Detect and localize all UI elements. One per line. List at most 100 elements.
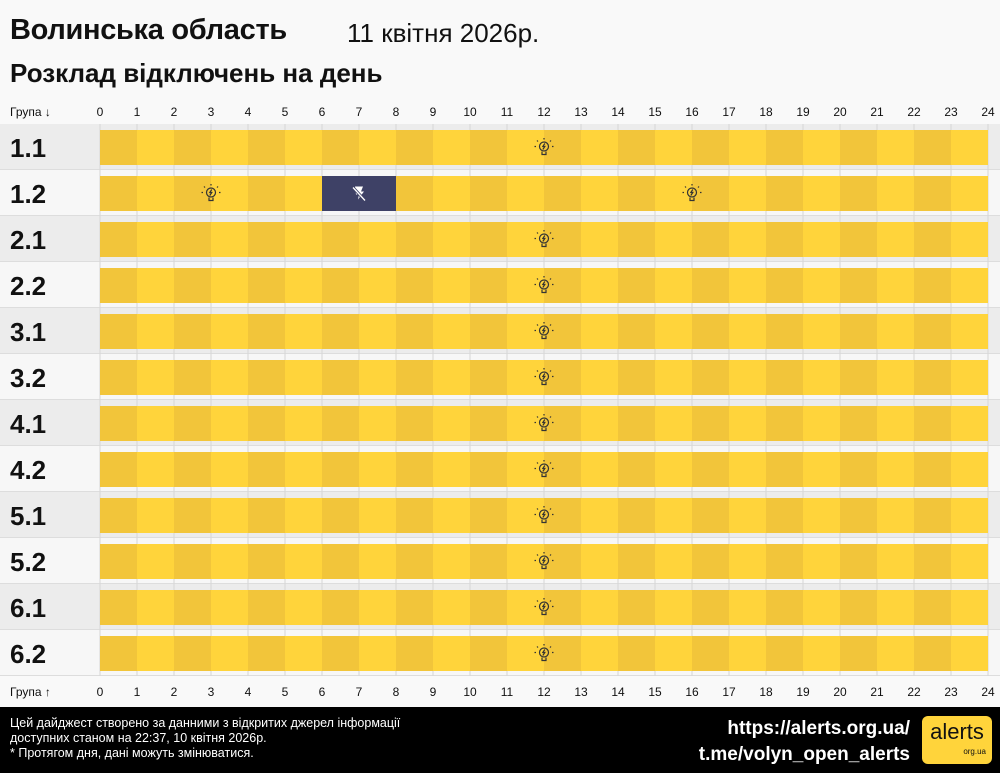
hour-cell: [285, 406, 322, 441]
hour-tick: 15: [648, 685, 662, 699]
hour-cell: [322, 590, 359, 625]
hour-cell: [803, 176, 840, 211]
lightbulb-icon: [534, 368, 554, 386]
hour-cell: [359, 498, 396, 533]
lightbulb-icon: [682, 184, 702, 202]
hour-cell: [877, 544, 914, 579]
hour-cell: [211, 452, 248, 487]
group-label: 5.2: [10, 547, 47, 577]
hour-cell: [914, 590, 951, 625]
hour-tick: 1: [133, 105, 141, 119]
lightbulb-icon: [534, 644, 554, 662]
hour-cell: [507, 314, 544, 349]
hour-cell: [766, 544, 803, 579]
logo-sub: org.ua: [963, 747, 986, 756]
hour-cell: [581, 314, 618, 349]
hour-cell: [581, 176, 618, 211]
hour-cell: [618, 590, 655, 625]
hour-cell: [766, 452, 803, 487]
site-link[interactable]: https://alerts.org.ua/: [727, 718, 910, 739]
hour-cell: [951, 590, 988, 625]
hour-tick: 9: [429, 685, 437, 699]
hour-cell: [100, 314, 137, 349]
hour-cell: [100, 498, 137, 533]
hour-tick: 1: [133, 685, 141, 699]
hour-cell: [137, 636, 174, 671]
lightbulb-icon: [534, 276, 554, 294]
hour-cell: [729, 544, 766, 579]
hour-cell: [803, 498, 840, 533]
hour-tick: 6: [318, 105, 326, 119]
hour-cell: [211, 222, 248, 257]
hour-cell: [618, 268, 655, 303]
group-axis-label: Група ↑: [10, 685, 51, 699]
hour-cell: [211, 130, 248, 165]
hour-cell: [581, 222, 618, 257]
hour-cell: [692, 314, 729, 349]
hour-cell: [396, 544, 433, 579]
hour-cell: [803, 314, 840, 349]
hour-tick: 21: [870, 685, 884, 699]
group-label: 3.2: [10, 363, 47, 393]
hour-cell: [618, 452, 655, 487]
hour-cell: [803, 406, 840, 441]
hour-cell: [581, 498, 618, 533]
hour-cell: [174, 130, 211, 165]
hour-tick: 23: [944, 105, 958, 119]
hour-cell: [285, 544, 322, 579]
hour-cell: [692, 360, 729, 395]
hour-cell: [544, 406, 581, 441]
hour-cell: [766, 130, 803, 165]
telegram-link[interactable]: t.me/volyn_open_alerts: [698, 744, 910, 765]
hour-cell: [877, 176, 914, 211]
hour-cell: [470, 176, 507, 211]
hour-cell: [840, 130, 877, 165]
hour-cell: [655, 544, 692, 579]
hour-cell: [877, 360, 914, 395]
hour-cell: [840, 268, 877, 303]
hour-cell: [544, 314, 581, 349]
hour-cell: [433, 406, 470, 441]
hour-cell: [174, 222, 211, 257]
hour-cell: [766, 268, 803, 303]
hour-cell: [396, 636, 433, 671]
hour-tick: 16: [685, 685, 699, 699]
hour-tick: 11: [500, 105, 514, 119]
hour-tick: 19: [796, 685, 810, 699]
hour-cell: [914, 636, 951, 671]
group-label: 1.2: [10, 179, 47, 209]
hour-tick: 3: [207, 105, 215, 119]
lightbulb-icon: [534, 322, 554, 340]
hour-tick: 8: [392, 685, 400, 699]
hour-cell: [470, 636, 507, 671]
hour-cell: [211, 268, 248, 303]
hour-cell: [507, 498, 544, 533]
hour-cell: [692, 590, 729, 625]
hour-cell: [618, 176, 655, 211]
hour-tick: 2: [170, 105, 178, 119]
hour-tick: 16: [685, 105, 699, 119]
schedule-date: 11 квітня 2026р.: [347, 18, 540, 48]
hour-cell: [470, 314, 507, 349]
hour-cell: [396, 452, 433, 487]
lightbulb-icon: [534, 138, 554, 156]
hour-cell: [840, 636, 877, 671]
hour-cell: [803, 222, 840, 257]
hour-cell: [655, 406, 692, 441]
hour-cell: [655, 636, 692, 671]
page-subtitle: Розклад відключень на день: [10, 58, 383, 88]
hour-cell: [914, 498, 951, 533]
hour-cell: [433, 314, 470, 349]
note-line: * Протягом дня, дані можуть змінюватися.: [10, 746, 254, 760]
lightbulb-icon: [534, 552, 554, 570]
hour-cell: [914, 130, 951, 165]
hour-cell: [470, 222, 507, 257]
hour-cell: [803, 544, 840, 579]
hour-cell: [359, 268, 396, 303]
hour-cell: [285, 268, 322, 303]
hour-cell: [766, 360, 803, 395]
hour-cell: [951, 498, 988, 533]
hour-cell: [100, 452, 137, 487]
hour-cell: [877, 130, 914, 165]
hour-cell: [655, 268, 692, 303]
